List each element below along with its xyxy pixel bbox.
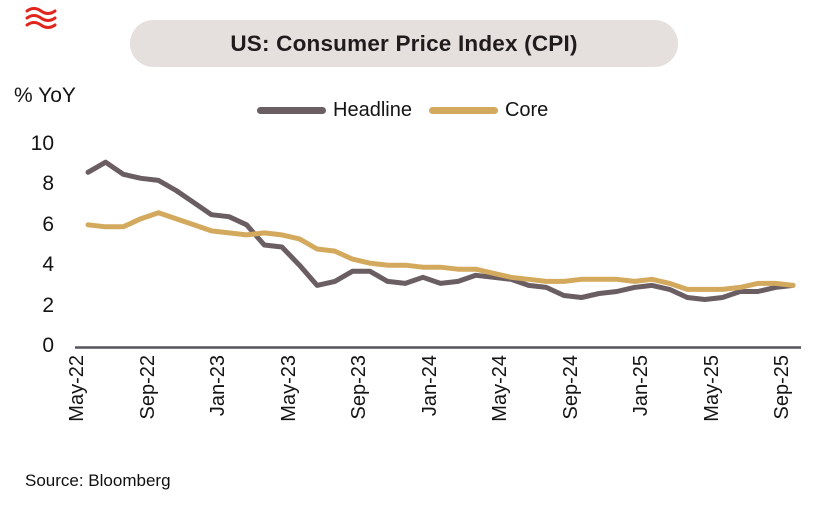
x-tick-sep-22: Sep-22 <box>136 355 159 420</box>
brand-triple-wave-icon <box>25 7 57 29</box>
y-tick-0: 0 <box>42 334 54 357</box>
wave-strokes <box>25 7 57 29</box>
legend-item-headline: Headline <box>257 100 412 120</box>
x-tick-jan-24: Jan-24 <box>418 355 441 417</box>
x-tick-sep-25: Sep-25 <box>771 355 793 420</box>
chart-title: US: Consumer Price Index (CPI) <box>230 30 578 56</box>
y-tick-2: 2 <box>42 293 54 317</box>
y-tick-6: 6 <box>42 212 54 236</box>
chart-title-pill: US: Consumer Price Index (CPI) <box>130 20 678 67</box>
x-tick-jan-23: Jan-23 <box>207 355 229 417</box>
legend-label-headline: Headline <box>333 99 412 121</box>
y-tick-4: 4 <box>42 253 54 277</box>
x-tick-may-25: May-25 <box>700 355 723 422</box>
chart-legend: Headline Core <box>257 100 548 120</box>
y-tick-10: 10 <box>30 132 54 155</box>
x-tick-may-23: May-23 <box>277 355 300 422</box>
x-tick-may-22: May-22 <box>66 355 88 422</box>
core-series-line <box>85 210 796 292</box>
x-tick-sep-24: Sep-24 <box>559 355 582 420</box>
legend-label-core: Core <box>504 99 549 121</box>
source-note: Source: Bloomberg <box>25 471 171 490</box>
legend-item-core: Core <box>428 99 549 121</box>
headline-series-line <box>85 159 796 302</box>
legend-swatch-headline <box>257 106 326 114</box>
y-axis-unit-label: % YoY <box>14 84 76 107</box>
x-tick-may-24: May-24 <box>489 355 511 422</box>
legend-swatch-core <box>428 106 498 114</box>
x-tick-sep-23: Sep-23 <box>348 355 370 420</box>
y-tick-8: 8 <box>42 172 54 196</box>
x-tick-jan-25: Jan-25 <box>630 355 652 417</box>
